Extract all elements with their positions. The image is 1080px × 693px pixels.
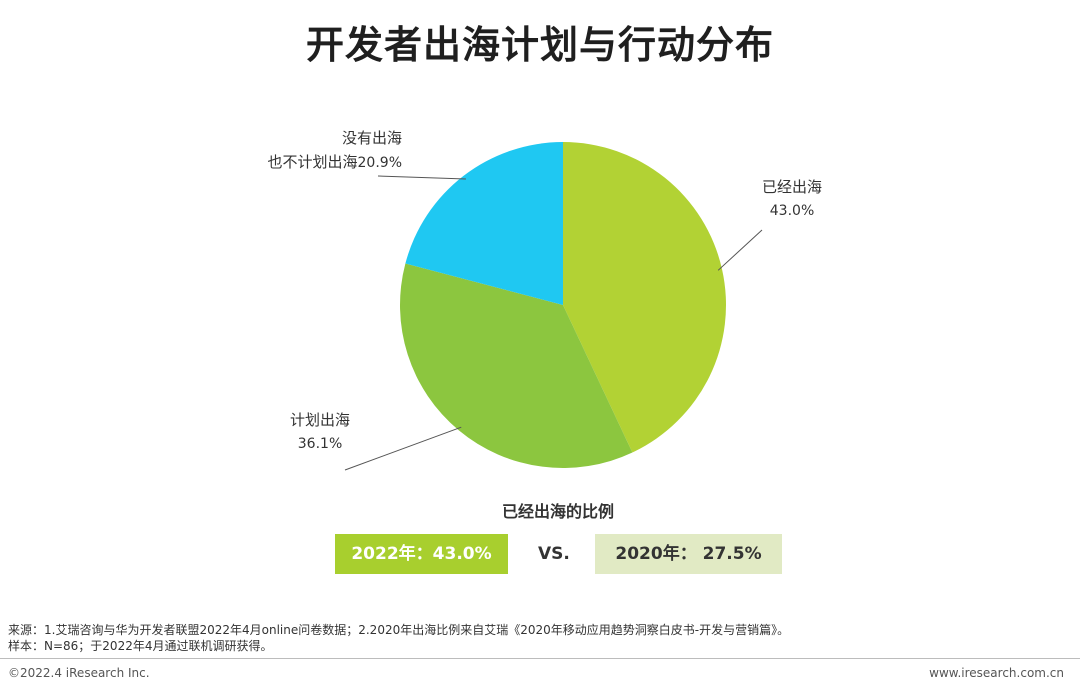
copyright: ©2022.4 iResearch Inc. xyxy=(8,666,150,680)
slice-value: 43.0% xyxy=(769,203,815,219)
source-line-2: 样本：N=86；于2022年4月通过联机调研获得。 xyxy=(8,639,273,653)
comparison-title: 已经出海的比例 xyxy=(501,502,614,521)
slice-label-meiyou: 没有出海 也不计划出海20.9% xyxy=(262,126,403,175)
source-line-1: 来源：1.艾瑞咨询与华为开发者联盟2022年4月online问卷数据；2.202… xyxy=(8,623,790,637)
pie-slice-meiyou xyxy=(405,142,563,305)
leader-line xyxy=(377,175,466,180)
comparison-2020-box: 2020年： 27.5% xyxy=(595,534,782,574)
footer-divider xyxy=(0,658,1080,659)
leader-line xyxy=(717,229,763,271)
chart-title: 开发者出海计划与行动分布 xyxy=(305,23,774,67)
slice-name: 已经出海 xyxy=(762,178,823,196)
pie-slice-jihua xyxy=(400,263,633,468)
slice-label-jihua: 计划出海 36.1% xyxy=(290,408,350,456)
slice-label-yichuhai: 已经出海 43.0% xyxy=(762,175,822,223)
slice-value: 20.9% xyxy=(357,155,402,171)
slice-name-line2: 也不计划出海 xyxy=(267,153,358,171)
website: www.iresearch.com.cn xyxy=(929,666,1064,680)
pie-slice-yichuhai xyxy=(563,142,726,453)
slice-name: 计划出海 xyxy=(290,411,351,429)
source-note: 来源：1.艾瑞咨询与华为开发者联盟2022年4月online问卷数据；2.202… xyxy=(8,622,789,654)
slice-value: 36.1% xyxy=(297,436,343,452)
comparison-vs: VS. xyxy=(538,544,570,564)
leader-line xyxy=(344,426,462,471)
slice-name-line1: 没有出海 xyxy=(341,129,402,147)
comparison-2022-box: 2022年：43.0% xyxy=(335,534,508,574)
